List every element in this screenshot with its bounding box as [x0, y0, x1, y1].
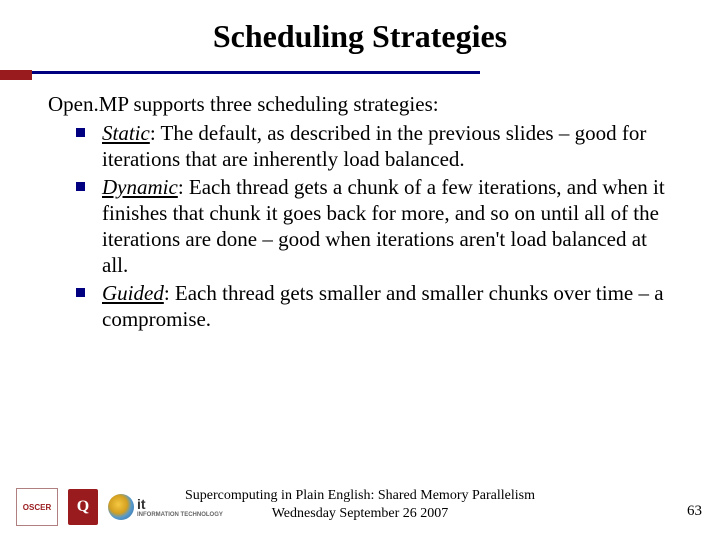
list-item: Dynamic: Each thread gets a chunk of a f…: [76, 174, 672, 278]
slide: Scheduling Strategies Open.MP supports t…: [0, 0, 720, 540]
strategy-desc: : The default, as described in the previ…: [102, 121, 646, 171]
list-item: Guided: Each thread gets smaller and sma…: [76, 280, 672, 332]
strategy-desc: : Each thread gets smaller and smaller c…: [102, 281, 664, 331]
footer-line2: Wednesday September 26 2007: [0, 505, 720, 523]
strategy-name: Static: [102, 121, 150, 145]
square-bullet-icon: [76, 182, 85, 191]
title-underline: [0, 71, 480, 74]
slide-title: Scheduling Strategies: [40, 18, 680, 55]
page-number: 63: [687, 503, 702, 520]
title-accent-box: [0, 70, 32, 80]
title-area: Scheduling Strategies: [0, 0, 720, 78]
bullet-list: Static: The default, as described in the…: [48, 120, 672, 332]
list-item: Static: The default, as described in the…: [76, 120, 672, 172]
strategy-desc: : Each thread gets a chunk of a few iter…: [102, 175, 665, 277]
strategy-name: Guided: [102, 281, 164, 305]
footer-text: Supercomputing in Plain English: Shared …: [0, 487, 720, 522]
footer-line1: Supercomputing in Plain English: Shared …: [0, 487, 720, 505]
square-bullet-icon: [76, 288, 85, 297]
square-bullet-icon: [76, 128, 85, 137]
content-area: Open.MP supports three scheduling strate…: [0, 78, 720, 332]
footer: OSCER Q it INFORMATION TECHNOLOGY Superc…: [0, 474, 720, 528]
strategy-name: Dynamic: [102, 175, 178, 199]
intro-text: Open.MP supports three scheduling strate…: [48, 92, 672, 118]
